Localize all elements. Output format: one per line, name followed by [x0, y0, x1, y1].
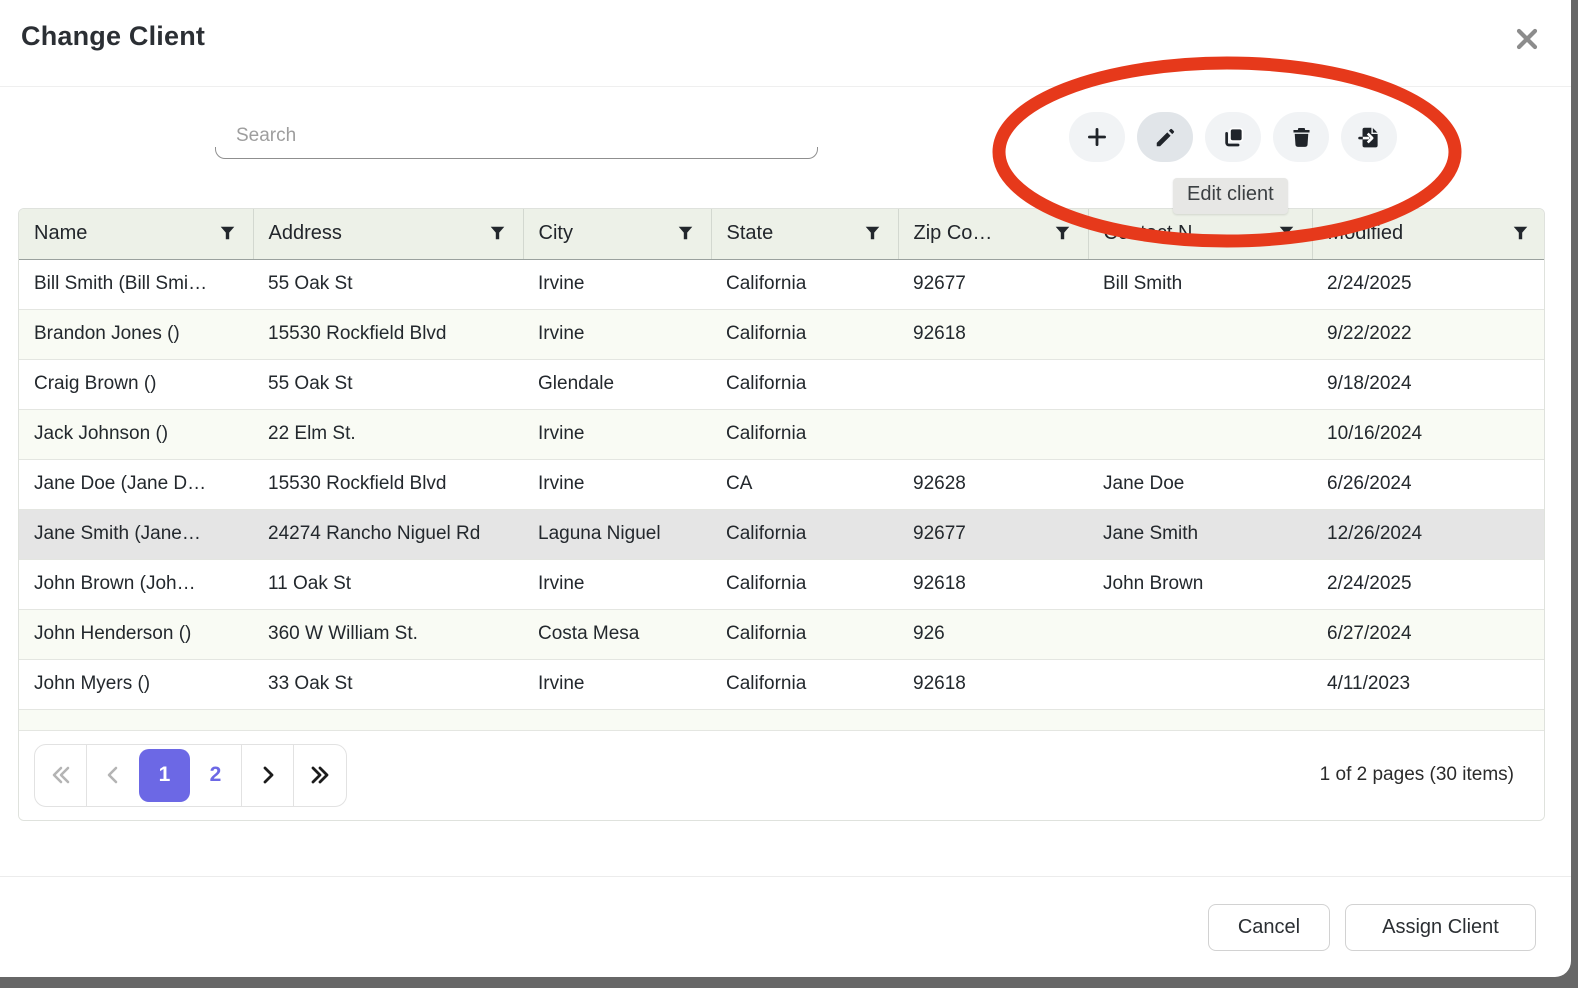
export-icon: [1357, 125, 1382, 150]
next-page-button[interactable]: [242, 744, 294, 806]
double-chevron-left-icon: [49, 763, 73, 787]
table-row[interactable]: John Myers () 33 Oak St Irvine California 92…: [19, 659, 1544, 710]
table-pager: 1 2 1 of 2 pages (30 items): [19, 730, 1544, 820]
filter-icon[interactable]: [865, 226, 880, 240]
prev-page-button[interactable]: [87, 745, 139, 806]
table-row[interactable]: John Brown (Joh… 11 Oak St Irvine Californi…: [19, 559, 1544, 610]
pencil-icon: [1153, 125, 1178, 150]
filter-icon[interactable]: [220, 226, 235, 240]
table-row[interactable]: Craig Brown () 55 Oak St Glendale Californi…: [19, 359, 1544, 410]
page-title: Change Client: [21, 21, 206, 51]
column-header-name[interactable]: Name: [19, 209, 253, 260]
edit-client-tooltip: Edit client: [1173, 178, 1288, 214]
chevron-right-icon: [256, 763, 280, 787]
filter-icon[interactable]: [678, 226, 693, 240]
filter-icon[interactable]: [1279, 226, 1294, 240]
client-toolbar: [1069, 112, 1397, 162]
partial-row-strip: [19, 709, 1544, 731]
search-input[interactable]: [215, 118, 818, 159]
last-page-button[interactable]: [294, 745, 346, 806]
filter-icon[interactable]: [490, 226, 505, 240]
table-row[interactable]: Brandon Jones () 15530 Rockfield Blvd Irvi…: [19, 309, 1544, 360]
table-row[interactable]: Jack Johnson () 22 Elm St. Irvine Californi…: [19, 409, 1544, 460]
column-header-modified[interactable]: Modified: [1311, 209, 1544, 260]
table-row[interactable]: Bill Smith (Bill Smi… 55 Oak St Irvine Cali…: [19, 259, 1544, 310]
column-header-address[interactable]: Address: [252, 209, 523, 260]
copy-icon: [1221, 125, 1246, 150]
column-header-contact[interactable]: Contact N…: [1087, 209, 1312, 260]
plus-icon: [1084, 124, 1110, 150]
chevron-left-icon: [101, 763, 125, 787]
trash-icon: [1289, 125, 1314, 150]
close-button[interactable]: [1506, 18, 1548, 60]
column-header-zip[interactable]: Zip Co…: [897, 209, 1088, 260]
delete-client-button[interactable]: [1273, 112, 1329, 162]
add-client-button[interactable]: [1069, 112, 1125, 162]
table-header-row: Name Address City State Zip Co… Contact …: [19, 209, 1544, 260]
filter-icon[interactable]: [1055, 226, 1070, 240]
duplicate-client-button[interactable]: [1205, 112, 1261, 162]
export-client-button[interactable]: [1341, 112, 1397, 162]
modal-footer: Cancel Assign Client: [0, 876, 1571, 977]
column-header-city[interactable]: City: [522, 209, 711, 260]
table-row-selected[interactable]: Jane Smith (Jane… 24274 Rancho Niguel Rd L…: [19, 509, 1544, 560]
assign-client-button[interactable]: Assign Client: [1345, 904, 1536, 951]
column-header-state[interactable]: State: [710, 209, 898, 260]
close-icon: [1514, 26, 1540, 52]
cancel-button[interactable]: Cancel: [1208, 904, 1330, 951]
pagination: 1 2: [34, 743, 347, 807]
page-2-button[interactable]: 2: [190, 744, 242, 806]
clients-table: Name Address City State Zip Co… Contact …: [18, 208, 1545, 821]
double-chevron-right-icon: [308, 763, 332, 787]
search-field: [215, 118, 818, 159]
table-row[interactable]: John Henderson () 360 W William St. Costa …: [19, 609, 1544, 660]
edit-client-button[interactable]: [1137, 112, 1193, 162]
filter-icon[interactable]: [1513, 226, 1528, 240]
page-1-button[interactable]: 1: [139, 748, 190, 802]
first-page-button[interactable]: [35, 744, 87, 806]
table-row[interactable]: Jane Doe (Jane D… 15530 Rockfield Blvd Irv…: [19, 459, 1544, 510]
modal-header: Change Client: [0, 0, 1571, 87]
pager-summary: 1 of 2 pages (30 items): [1319, 764, 1514, 785]
